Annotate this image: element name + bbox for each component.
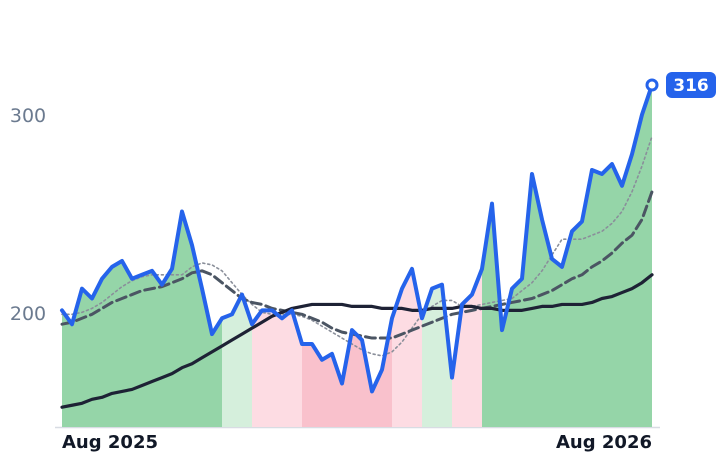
last-value-label: 316	[673, 76, 709, 96]
last-point	[645, 78, 659, 92]
x-tick-label: Aug 2026	[556, 432, 652, 453]
x-tick-label: Aug 2025	[62, 432, 158, 453]
last-value-badge	[666, 72, 716, 99]
y-tick-label: 300	[10, 105, 46, 127]
regime-band	[302, 318, 392, 427]
y-tick-label: 200	[10, 303, 46, 325]
series-line	[60, 273, 654, 409]
series-line	[60, 83, 654, 394]
series-line	[61, 135, 653, 357]
regime-band	[222, 294, 252, 427]
regime-band	[62, 211, 222, 427]
regime-band	[252, 310, 302, 427]
